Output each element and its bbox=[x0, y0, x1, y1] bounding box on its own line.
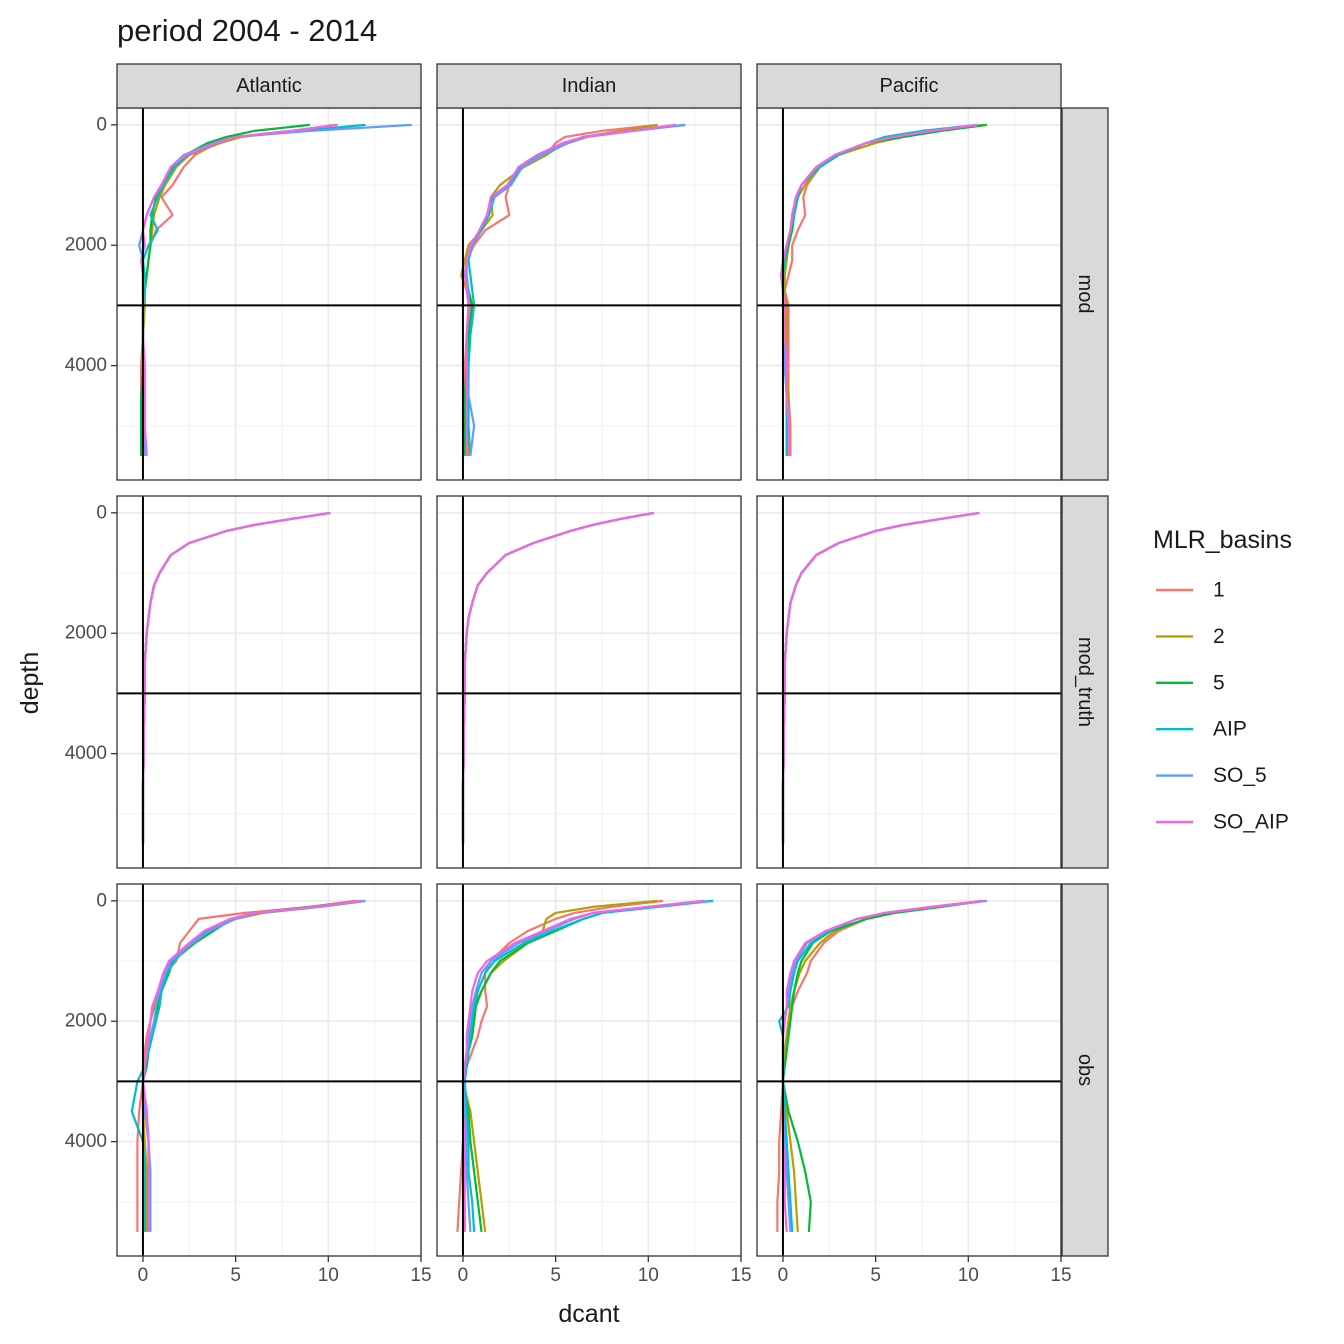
row-strip bbox=[1061, 107, 1109, 481]
panel-background bbox=[757, 496, 1061, 868]
series-line-so-aip bbox=[463, 123, 677, 456]
column-strip bbox=[756, 63, 1062, 109]
y-axis-label: depth bbox=[16, 652, 44, 715]
panel-pacific-obs bbox=[756, 883, 1062, 1257]
panel-border bbox=[756, 883, 1062, 1257]
panel-background bbox=[437, 108, 741, 480]
series-line-5 bbox=[781, 899, 984, 1232]
panel-background bbox=[437, 884, 741, 1256]
panel-border bbox=[756, 495, 1062, 869]
x-tick-label: 0 bbox=[458, 1265, 469, 1286]
panel-indian-obs bbox=[436, 883, 742, 1257]
panel-border bbox=[436, 495, 742, 869]
row-strip bbox=[1061, 883, 1109, 1257]
x-tick-label: 10 bbox=[318, 1265, 339, 1286]
x-tick-label: 10 bbox=[638, 1265, 659, 1286]
legend: MLR_basins 1 2 5 AIP SO_5 SO_AIP bbox=[1153, 526, 1292, 834]
legend-label: 5 bbox=[1213, 671, 1225, 694]
panel-atlantic-mod-truth bbox=[116, 495, 422, 869]
x-tick-label: 15 bbox=[410, 1265, 431, 1286]
panel-pacific-mod bbox=[756, 107, 1062, 481]
panel-background bbox=[757, 108, 1061, 480]
x-tick-label: 0 bbox=[778, 1265, 789, 1286]
panel-indian-mod-truth bbox=[436, 495, 742, 869]
series-line-so-5 bbox=[461, 899, 710, 1232]
y-tick-label: 0 bbox=[96, 502, 107, 523]
row-strip-label: mod_truth bbox=[1074, 637, 1096, 727]
x-tick-label: 10 bbox=[958, 1265, 979, 1286]
legend-label: SO_AIP bbox=[1213, 811, 1289, 834]
series-line-so-aip bbox=[779, 123, 978, 456]
panel-pacific-mod-truth bbox=[756, 495, 1062, 869]
column-strip-label: Atlantic bbox=[236, 75, 302, 97]
x-tick-label: 5 bbox=[230, 1265, 241, 1286]
legend-label: 2 bbox=[1213, 625, 1225, 648]
y-tick-label: 4000 bbox=[65, 743, 107, 764]
panel-atlantic-obs bbox=[116, 883, 422, 1257]
column-strip bbox=[436, 63, 742, 109]
row-strip-label: obs bbox=[1074, 1054, 1096, 1086]
legend-label: AIP bbox=[1213, 718, 1247, 741]
x-tick-label: 15 bbox=[730, 1265, 751, 1286]
series-line-so-aip bbox=[141, 899, 362, 1232]
series-line-1 bbox=[463, 123, 658, 456]
column-strip-label: Indian bbox=[562, 75, 617, 97]
facet-panels: mod 0 2000 4000 mod_truth 0 2000 4000 obs 0 2000 40… bbox=[65, 63, 1109, 1286]
panel-atlantic-mod bbox=[116, 107, 422, 481]
column-strip bbox=[116, 63, 422, 109]
y-tick-label: 2000 bbox=[65, 1011, 107, 1032]
row-strip-label: mod bbox=[1074, 275, 1096, 314]
column-strip-label: Pacific bbox=[880, 75, 939, 97]
y-tick-label: 2000 bbox=[65, 623, 107, 644]
y-tick-label: 4000 bbox=[65, 1131, 107, 1152]
series-line-aip bbox=[463, 899, 714, 1232]
x-axis-label: dcant bbox=[558, 1300, 619, 1328]
series-line-so-aip bbox=[461, 899, 705, 1232]
panel-border bbox=[436, 883, 742, 1257]
x-tick-label: 5 bbox=[550, 1265, 561, 1286]
panel-background bbox=[117, 496, 421, 868]
legend-label: 1 bbox=[1213, 579, 1225, 602]
legend-label: SO_5 bbox=[1213, 764, 1267, 787]
x-tick-label: 0 bbox=[138, 1265, 149, 1286]
panel-background bbox=[437, 496, 741, 868]
row-strip bbox=[1061, 495, 1109, 869]
y-tick-label: 4000 bbox=[65, 355, 107, 376]
panel-border bbox=[116, 883, 422, 1257]
panel-indian-mod bbox=[436, 107, 742, 481]
y-tick-label: 2000 bbox=[65, 235, 107, 256]
y-tick-label: 0 bbox=[96, 114, 107, 135]
legend-title: MLR_basins bbox=[1153, 526, 1292, 554]
y-tick-label: 0 bbox=[96, 890, 107, 911]
x-tick-label: 5 bbox=[870, 1265, 881, 1286]
legend-items: 1 2 5 AIP SO_5 SO_AIP bbox=[1156, 579, 1289, 834]
panel-background bbox=[757, 884, 1061, 1256]
chart-title: period 2004 - 2014 bbox=[117, 13, 377, 48]
x-tick-label: 15 bbox=[1050, 1265, 1071, 1286]
panel-background bbox=[117, 884, 421, 1256]
panel-background bbox=[117, 108, 421, 480]
panel-border bbox=[116, 495, 422, 869]
